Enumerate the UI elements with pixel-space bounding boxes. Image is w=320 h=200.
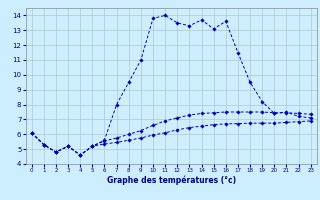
X-axis label: Graphe des températures (°c): Graphe des températures (°c) (107, 176, 236, 185)
